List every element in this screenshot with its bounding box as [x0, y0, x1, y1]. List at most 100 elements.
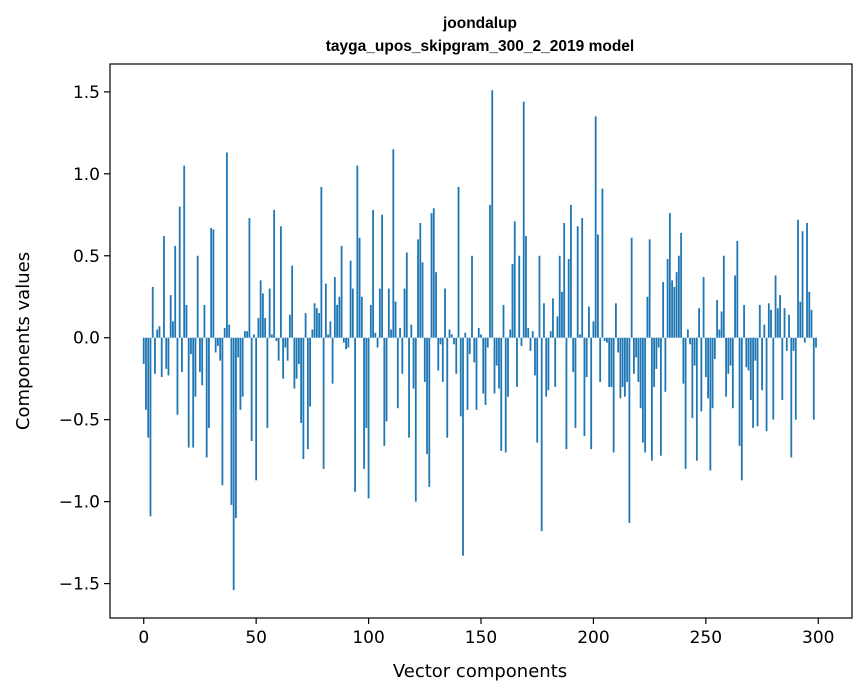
bar [374, 332, 377, 338]
bar [432, 208, 435, 338]
bar [565, 337, 568, 450]
bar [583, 337, 586, 437]
bar [671, 280, 674, 338]
bar [228, 324, 231, 338]
bar [253, 334, 255, 338]
bar [489, 204, 491, 338]
bar [266, 337, 269, 428]
bar [774, 275, 777, 338]
bar [345, 337, 347, 350]
bar [336, 304, 338, 338]
bar [655, 337, 658, 369]
bar [208, 337, 210, 428]
bar [264, 318, 267, 338]
y-tick-label: −0.5 [59, 411, 100, 431]
bar [356, 165, 359, 338]
bar [736, 241, 739, 338]
chart-subtitle: tayga_upos_skipgram_300_2_2019 model [326, 38, 634, 55]
bar [641, 337, 644, 443]
bar [297, 337, 300, 364]
bar [529, 337, 532, 351]
bar [477, 327, 480, 338]
bar [567, 259, 570, 338]
bar [713, 337, 716, 360]
bar [493, 337, 496, 394]
bar [450, 334, 453, 338]
bar [797, 219, 799, 338]
bar [367, 337, 370, 499]
bar [403, 288, 406, 338]
bar [219, 337, 222, 361]
bar [644, 337, 647, 453]
bar [619, 337, 622, 399]
bar [293, 337, 296, 389]
bar [462, 337, 464, 556]
bar [549, 331, 552, 338]
bar [221, 337, 224, 486]
x-axis-label: Vector components [393, 661, 567, 682]
bar [190, 337, 192, 355]
bar [165, 337, 168, 369]
bar [758, 304, 761, 338]
bar [637, 337, 640, 382]
bar [268, 288, 271, 338]
bar [405, 252, 408, 338]
bar [349, 260, 352, 338]
bar [561, 291, 563, 338]
bar [516, 337, 518, 387]
bar [428, 337, 431, 487]
bar [657, 337, 660, 348]
bar [201, 337, 204, 386]
x-tick-label: 250 [690, 628, 722, 648]
bar [372, 209, 374, 338]
bar [151, 286, 154, 338]
bar [525, 236, 527, 338]
bar [788, 314, 790, 338]
bar [414, 337, 417, 502]
x-tick-label: 300 [802, 628, 834, 648]
bar [453, 337, 455, 345]
bar [183, 165, 186, 338]
bar [599, 337, 602, 382]
bar [185, 304, 188, 338]
bar [630, 237, 633, 338]
bar [473, 337, 476, 363]
bar [711, 337, 714, 409]
bar [522, 101, 525, 338]
bar [815, 337, 817, 348]
bar [237, 337, 240, 358]
bar [563, 222, 566, 338]
bar [547, 337, 550, 391]
bar [464, 332, 467, 338]
bar [480, 334, 482, 338]
bar [543, 303, 545, 338]
bar [776, 308, 779, 338]
bar [459, 337, 462, 417]
y-axis: −1.5 −1.0 −0.5 0.0 0.5 1.0 1.5 [59, 83, 110, 595]
bar [300, 337, 303, 423]
bar [255, 337, 258, 481]
bar [383, 337, 386, 446]
bar [574, 337, 577, 428]
bar [448, 329, 451, 338]
bar [217, 337, 219, 346]
bar [729, 337, 732, 366]
bar [754, 337, 757, 361]
bar [318, 313, 321, 338]
bar [740, 337, 743, 481]
bar [511, 263, 514, 338]
bar [662, 281, 665, 338]
bar [722, 255, 725, 338]
bar [471, 255, 473, 338]
bar [635, 337, 638, 358]
bar [187, 337, 190, 448]
bar [358, 237, 361, 338]
bar [327, 334, 329, 338]
bar [457, 186, 460, 338]
bar [675, 272, 678, 338]
bar [668, 213, 671, 338]
bar [174, 245, 177, 338]
bar [495, 337, 498, 366]
bar [210, 227, 213, 338]
bar [291, 265, 294, 338]
